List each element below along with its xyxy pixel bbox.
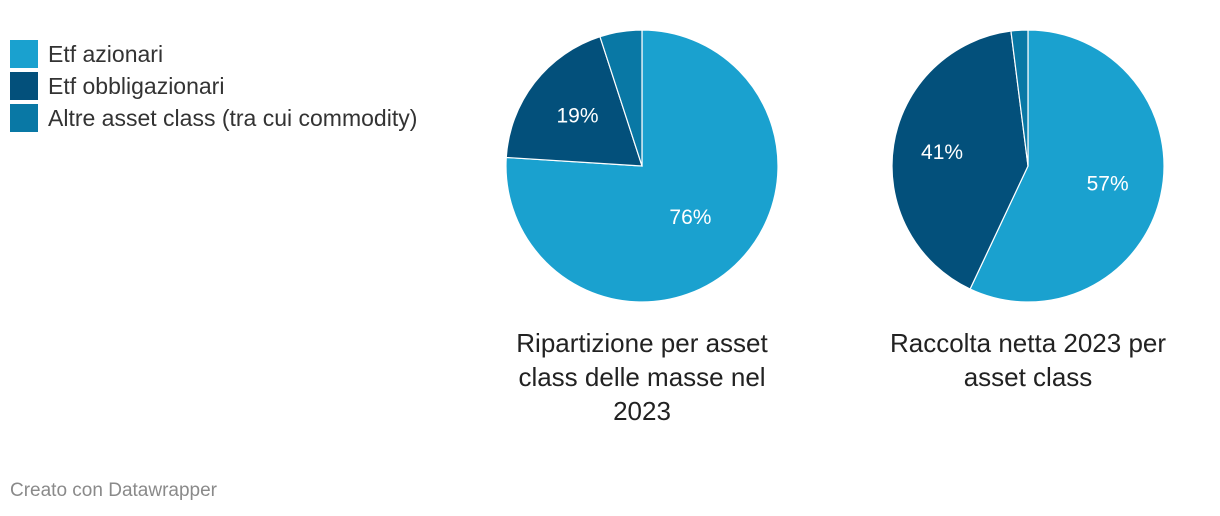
legend-item-altre-asset-class: Altre asset class (tra cui commodity) — [10, 102, 417, 134]
footer-credit: Creato con Datawrapper — [10, 480, 217, 501]
legend-swatch-altre-asset-class — [10, 104, 38, 132]
pie-data-label: 19% — [557, 104, 599, 127]
pie-slice-altre-asset-class-tra-cui-commodity — [1010, 29, 1029, 167]
pie-data-label: 57% — [1087, 172, 1129, 195]
legend: Etf azionari Etf obbligazionari Altre as… — [10, 38, 417, 134]
legend-label: Altre asset class (tra cui commodity) — [48, 104, 418, 131]
pie-slice-etf-azionari — [969, 29, 1165, 303]
legend-swatch-etf-azionari — [10, 40, 38, 68]
pie-title-masse: Ripartizione per asset class delle masse… — [516, 328, 768, 426]
legend-label: Etf obbligazionari — [48, 72, 225, 99]
legend-label: Etf azionari — [48, 40, 164, 67]
pie-data-label: 76% — [669, 206, 711, 229]
pie-chart-raccolta: 57% 41% — [891, 29, 1165, 303]
pie-slice-etf-obbligazionari — [891, 30, 1029, 290]
pie-chart-masse: 76% 19% — [505, 29, 779, 303]
pie-slice-altre-asset-class-tra-cui-commodity — [599, 29, 643, 167]
legend-item-etf-obbligazionari: Etf obbligazionari — [10, 70, 417, 102]
pie-data-label: 41% — [921, 141, 963, 164]
pie-title-raccolta: Raccolta netta 2023 per asset class — [889, 328, 1167, 392]
legend-item-etf-azionari: Etf azionari — [10, 38, 417, 70]
legend-swatch-etf-obbligazionari — [10, 72, 38, 100]
pie-slice-etf-obbligazionari — [505, 35, 643, 167]
